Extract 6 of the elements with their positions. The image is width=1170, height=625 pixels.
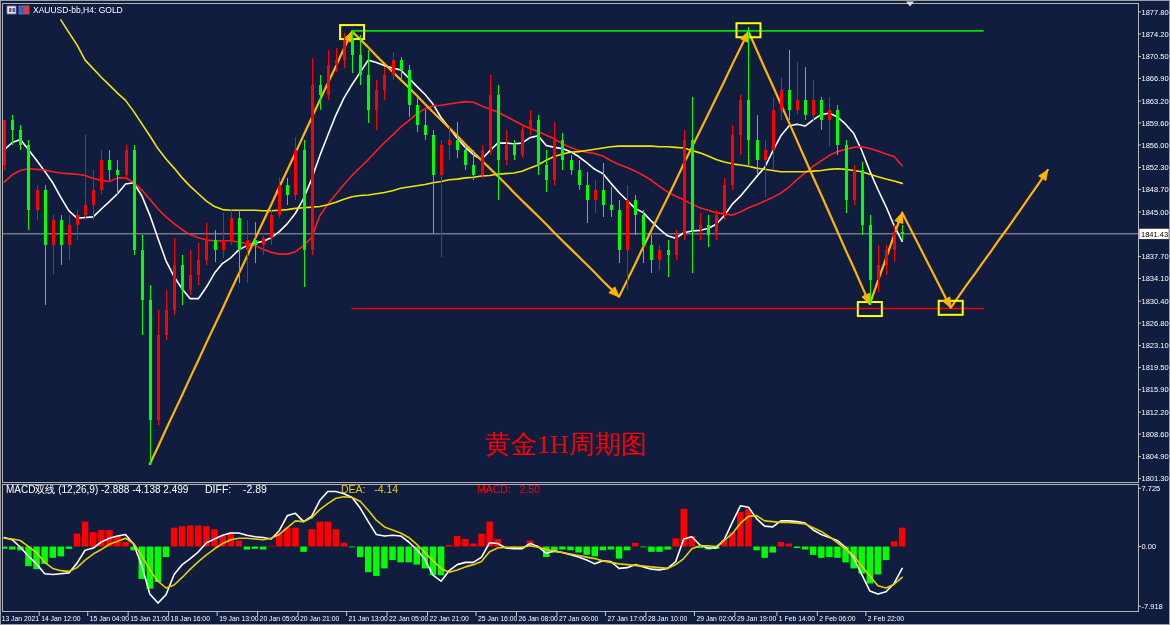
chart-title: MACD双线 (12,26,9) -2.888 -4.138 2.499	[6, 484, 189, 495]
series-label: DEA: -4.14	[341, 483, 399, 495]
text: MACD: 2.50	[477, 483, 541, 495]
annotation: 黄金1H周期图	[485, 430, 647, 459]
chart-title: XAUUSD-bb,H4: GOLD	[33, 5, 123, 15]
text: DIFF: -2.89	[205, 483, 268, 495]
